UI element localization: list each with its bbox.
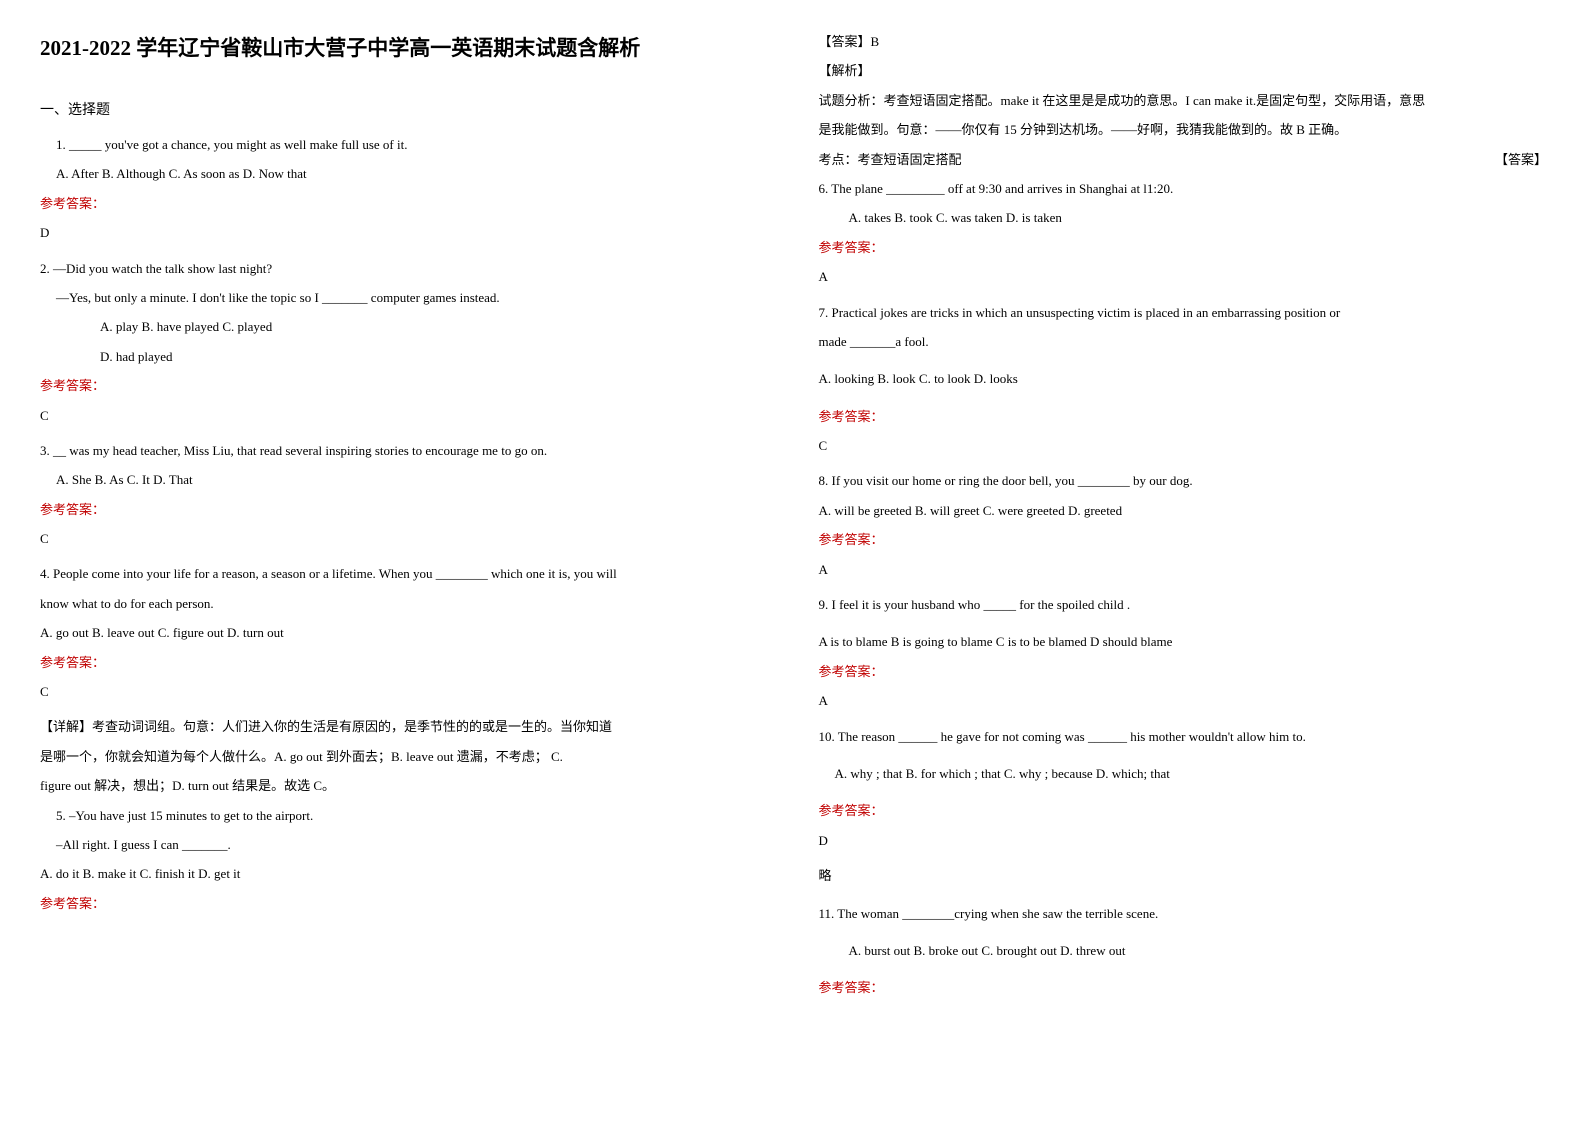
- q8-text: 8. If you visit our home or ring the doo…: [819, 469, 1548, 492]
- q3-options: A. She B. As C. It D. That: [40, 468, 769, 491]
- q6-answer: A: [819, 265, 1548, 288]
- q11-options: A. burst out B. broke out C. brought out…: [819, 939, 1548, 962]
- q1-options: A. After B. Although C. As soon as D. No…: [40, 162, 769, 185]
- q7-answer: C: [819, 434, 1548, 457]
- q5-right-tag: 【答案】: [1495, 148, 1547, 171]
- q8-answer-label: 参考答案：: [819, 528, 1548, 551]
- q3-text: 3. __ was my head teacher, Miss Liu, tha…: [40, 439, 769, 462]
- q4-exp3: figure out 解决，想出；D. turn out 结果是。故选 C。: [40, 774, 769, 797]
- q2-opts2: D. had played: [40, 345, 769, 368]
- right-column: 【答案】B 【解析】 试题分析：考查短语固定搭配。make it 在这里是是成功…: [819, 30, 1548, 1092]
- q5-answer-label: 参考答案：: [40, 892, 769, 915]
- q3-answer: C: [40, 527, 769, 550]
- document-title: 2021-2022 学年辽宁省鞍山市大营子中学高一英语期末试题含解析: [40, 30, 769, 68]
- q1-answer: D: [40, 221, 769, 244]
- q9-text: 9. I feel it is your husband who _____ f…: [819, 593, 1548, 616]
- section-header: 一、选择题: [40, 98, 769, 123]
- q2-answer-label: 参考答案：: [40, 374, 769, 397]
- q10-text: 10. The reason ______ he gave for not co…: [819, 725, 1548, 748]
- q4-exp1: 【详解】考查动词词组。句意：人们进入你的生活是有原因的，是季节性的的或是一生的。…: [40, 715, 769, 738]
- q9-answer-label: 参考答案：: [819, 660, 1548, 683]
- q11-text: 11. The woman ________crying when she sa…: [819, 902, 1548, 925]
- q10-answer-label: 参考答案：: [819, 799, 1548, 822]
- q7-text1: 7. Practical jokes are tricks in which a…: [819, 301, 1548, 324]
- q4-text2: know what to do for each person.: [40, 592, 769, 615]
- q9-answer: A: [819, 689, 1548, 712]
- q6-options: A. takes B. took C. was taken D. is take…: [819, 206, 1548, 229]
- q10-note: 略: [819, 864, 1548, 887]
- q2-line1: 2. —Did you watch the talk show last nig…: [40, 257, 769, 280]
- left-column: 2021-2022 学年辽宁省鞍山市大营子中学高一英语期末试题含解析 一、选择题…: [40, 30, 769, 1092]
- q1-answer-label: 参考答案：: [40, 192, 769, 215]
- q10-answer: D: [819, 829, 1548, 852]
- q5-text1: 5. –You have just 15 minutes to get to t…: [40, 804, 769, 827]
- q2-opts: A. play B. have played C. played: [40, 315, 769, 338]
- q8-options: A. will be greeted B. will greet C. were…: [819, 499, 1548, 522]
- q4-answer-label: 参考答案：: [40, 651, 769, 674]
- q5-exp-tag: 【解析】: [819, 59, 1548, 82]
- q8-answer: A: [819, 558, 1548, 581]
- q7-text2: made _______a fool.: [819, 330, 1548, 353]
- q3-answer-label: 参考答案：: [40, 498, 769, 521]
- q7-options: A. looking B. look C. to look D. looks: [819, 367, 1548, 390]
- q6-answer-label: 参考答案：: [819, 236, 1548, 259]
- q10-options: A. why ; that B. for which ; that C. why…: [819, 762, 1548, 785]
- q4-answer: C: [40, 680, 769, 703]
- q5-exp3: 考点：考查短语固定搭配 【答案】: [819, 148, 1548, 171]
- q2-answer: C: [40, 404, 769, 427]
- q5-exp3-text: 考点：考查短语固定搭配: [819, 152, 962, 167]
- q5-exp2: 是我能做到。句意：——你仅有 15 分钟到达机场。——好啊，我猜我能做到的。故 …: [819, 118, 1548, 141]
- q2-line2: —Yes, but only a minute. I don't like th…: [40, 286, 769, 309]
- q1-text: 1. _____ you've got a chance, you might …: [40, 133, 769, 156]
- q4-exp2: 是哪一个，你就会知道为每个人做什么。A. go out 到外面去；B. leav…: [40, 745, 769, 768]
- q9-options: A is to blame B is going to blame C is t…: [819, 630, 1548, 653]
- q5-options: A. do it B. make it C. finish it D. get …: [40, 862, 769, 885]
- q5-text2: –All right. I guess I can _______.: [40, 833, 769, 856]
- q4-options: A. go out B. leave out C. figure out D. …: [40, 621, 769, 644]
- q11-answer-label: 参考答案：: [819, 976, 1548, 999]
- q4-text1: 4. People come into your life for a reas…: [40, 562, 769, 585]
- q7-answer-label: 参考答案：: [819, 405, 1548, 428]
- q6-text: 6. The plane _________ off at 9:30 and a…: [819, 177, 1548, 200]
- q5-answer-tag: 【答案】B: [819, 30, 1548, 53]
- q5-exp1: 试题分析：考查短语固定搭配。make it 在这里是是成功的意思。I can m…: [819, 89, 1548, 112]
